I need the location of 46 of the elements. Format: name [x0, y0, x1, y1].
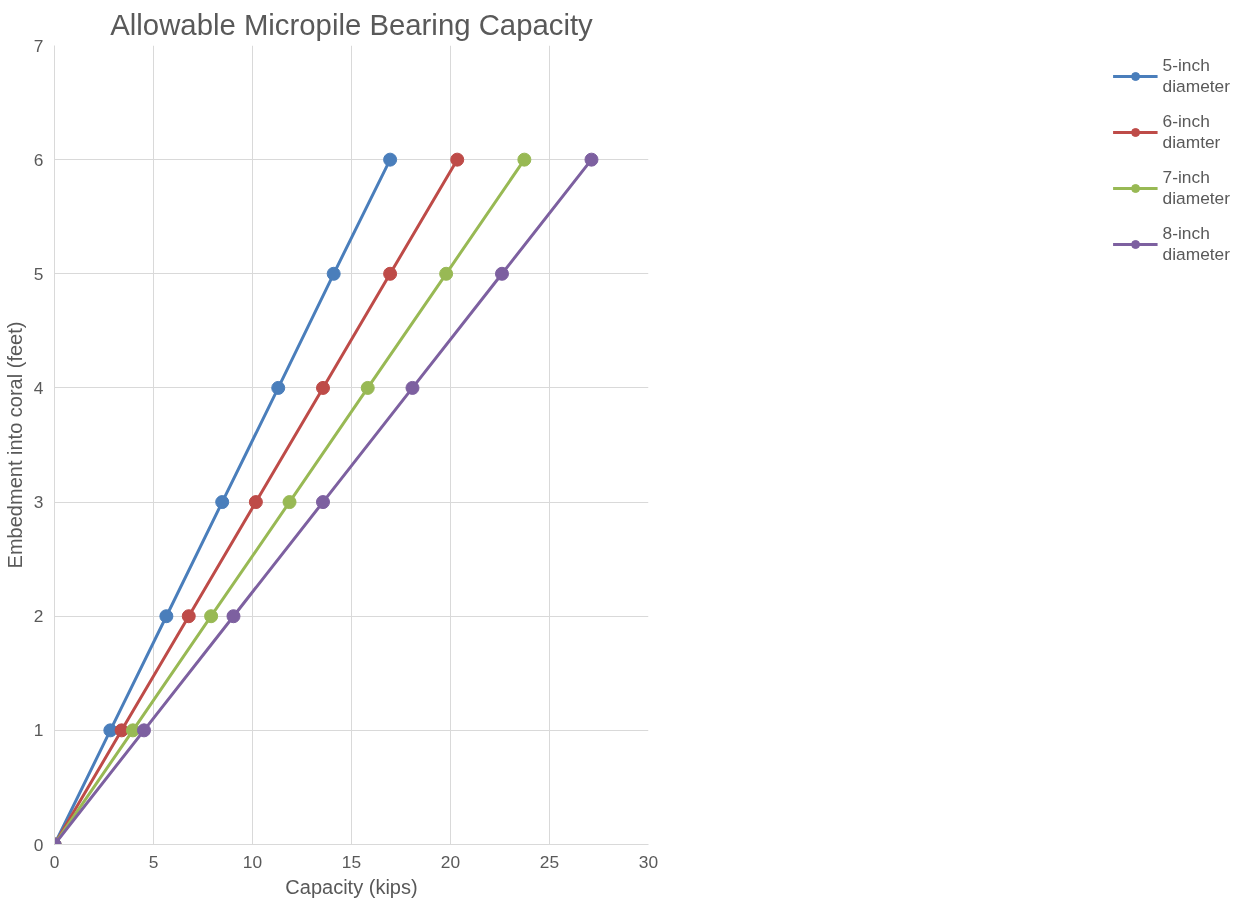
point — [282, 495, 297, 510]
point — [439, 266, 454, 281]
point — [405, 380, 420, 395]
x-tick-label: 30 — [638, 851, 659, 872]
x-tick-label: 5 — [148, 851, 159, 872]
legend-label: 5-inch diameter — [1162, 55, 1230, 97]
point — [248, 495, 263, 510]
chart-title: Allowable Micropile Bearing Capacity — [110, 7, 594, 41]
point — [383, 266, 398, 281]
point — [159, 609, 174, 624]
point — [383, 152, 398, 167]
point — [315, 380, 330, 395]
point — [360, 380, 375, 395]
y-tick-label: 0 — [33, 834, 44, 855]
point — [103, 723, 118, 738]
y-tick-label: 7 — [33, 35, 44, 56]
point — [517, 152, 532, 167]
point — [271, 380, 286, 395]
legend-label: 8-inch diameter — [1162, 223, 1230, 265]
point — [326, 266, 341, 281]
x-tick-label: 15 — [341, 851, 362, 872]
point — [114, 723, 129, 738]
legend-label: 7-inch diameter — [1162, 167, 1230, 209]
point — [226, 609, 241, 624]
y-tick-label: 6 — [33, 149, 44, 170]
y-tick-label: 3 — [33, 492, 44, 513]
point — [204, 609, 219, 624]
point — [125, 723, 140, 738]
y-tick-label: 5 — [33, 263, 44, 284]
y-tick-label: 4 — [33, 377, 44, 398]
point — [450, 152, 465, 167]
point — [181, 609, 196, 624]
legend-label: 6-inch diamter — [1162, 111, 1221, 153]
x-tick-label: 25 — [539, 851, 560, 872]
point — [137, 723, 151, 738]
y-tick-label: 2 — [33, 606, 44, 627]
point — [215, 495, 230, 510]
x-tick-label: 0 — [49, 851, 60, 872]
y-tick-label: 1 — [33, 720, 44, 741]
point — [584, 152, 599, 167]
point — [494, 266, 509, 281]
point — [315, 495, 330, 510]
x-tick-label: 10 — [242, 851, 263, 872]
x-axis-title: Capacity (kips) — [285, 875, 418, 898]
y-axis-title: Embedment into coral (feet) — [3, 321, 26, 569]
x-tick-label: 20 — [440, 851, 461, 872]
